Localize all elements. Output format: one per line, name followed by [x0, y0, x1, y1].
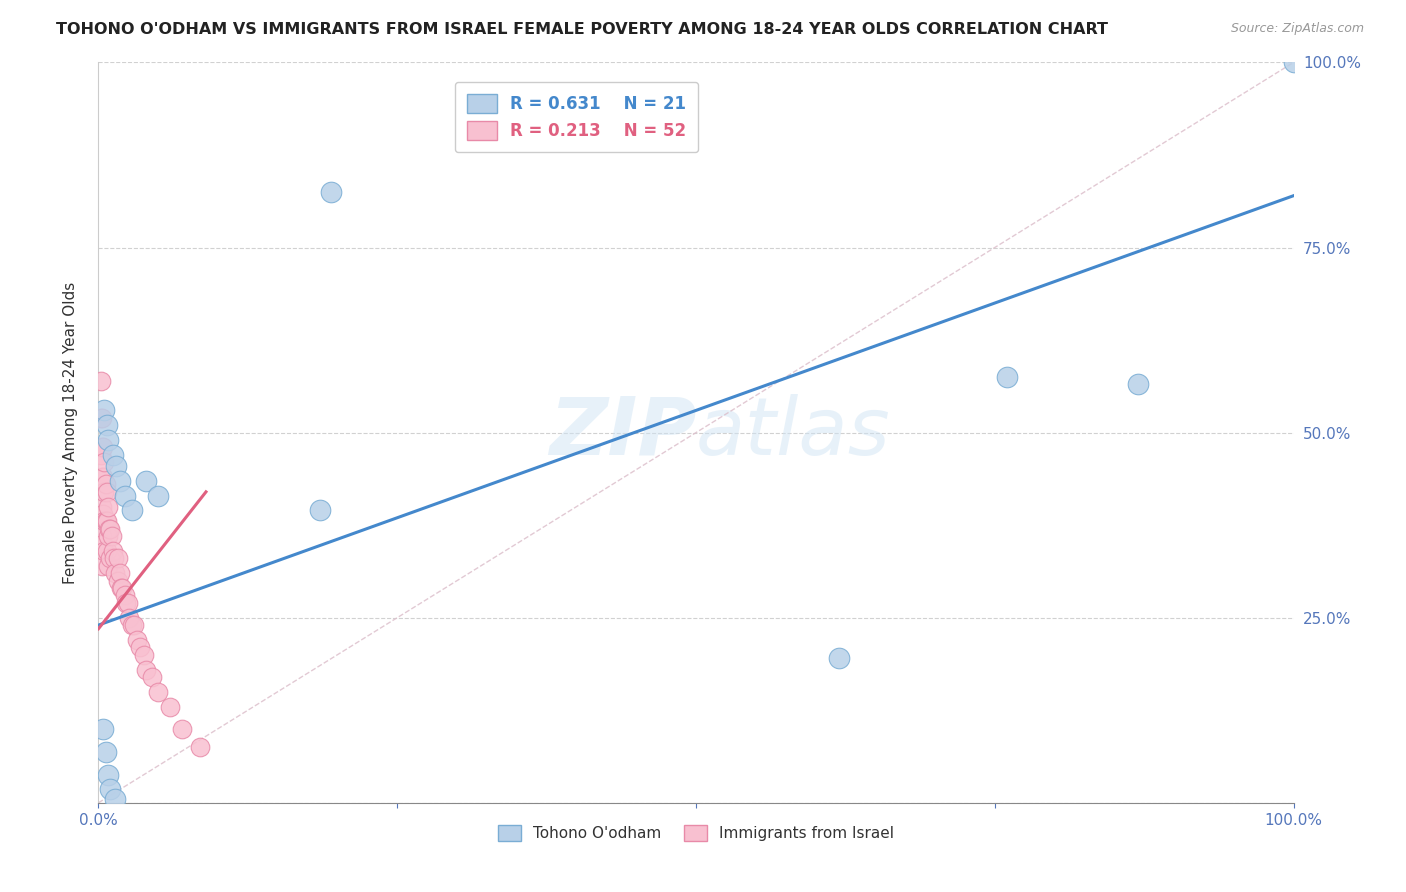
Point	[91, 536, 114, 550]
Text: atlas: atlas	[696, 393, 891, 472]
Point	[188, 740, 211, 755]
Point	[172, 722, 194, 736]
Point	[828, 651, 851, 665]
Text: Source: ZipAtlas.com: Source: ZipAtlas.com	[1230, 22, 1364, 36]
Point	[105, 458, 128, 473]
Point	[96, 515, 118, 529]
Point	[118, 610, 141, 624]
Text: TOHONO O'ODHAM VS IMMIGRANTS FROM ISRAEL FEMALE POVERTY AMONG 18-24 YEAR OLDS CO: TOHONO O'ODHAM VS IMMIGRANTS FROM ISRAEL…	[56, 22, 1108, 37]
Point	[132, 648, 155, 662]
Point	[91, 410, 114, 425]
Point	[94, 515, 117, 529]
Point	[321, 185, 343, 199]
Point	[93, 484, 115, 499]
Point	[129, 640, 152, 655]
Point	[121, 503, 143, 517]
Point	[124, 618, 146, 632]
Point	[104, 566, 127, 581]
Point	[107, 551, 129, 566]
Point	[107, 574, 129, 588]
Point	[93, 515, 115, 529]
Point	[94, 477, 117, 491]
Point	[91, 470, 114, 484]
Point	[104, 792, 127, 806]
Point	[97, 767, 120, 781]
Point	[108, 566, 131, 581]
Point	[96, 544, 118, 558]
Point	[125, 632, 148, 647]
Point	[93, 455, 115, 469]
Point	[114, 489, 136, 503]
Point	[115, 596, 138, 610]
Point	[90, 448, 112, 462]
Point	[101, 544, 124, 558]
Point	[101, 448, 124, 462]
Point	[97, 433, 120, 447]
Point	[98, 522, 121, 536]
Point	[91, 500, 114, 514]
Point	[135, 474, 157, 488]
Point	[96, 418, 118, 433]
Point	[90, 374, 112, 388]
Point	[97, 558, 120, 573]
Point	[91, 558, 114, 573]
Point	[135, 663, 157, 677]
Point	[141, 670, 163, 684]
Point	[91, 441, 114, 455]
Point	[1128, 377, 1150, 392]
Legend: Tohono O'odham, Immigrants from Israel: Tohono O'odham, Immigrants from Israel	[492, 819, 900, 847]
Point	[98, 551, 122, 566]
Point	[97, 529, 120, 543]
Point	[91, 441, 114, 455]
Point	[91, 722, 114, 736]
Point	[117, 596, 139, 610]
Point	[110, 581, 132, 595]
Point	[100, 529, 122, 543]
Point	[93, 544, 115, 558]
Point	[114, 589, 136, 603]
Point	[148, 685, 170, 699]
Point	[1282, 55, 1305, 70]
Point	[97, 500, 120, 514]
Point	[159, 699, 181, 714]
Point	[111, 581, 134, 595]
Point	[98, 522, 122, 536]
Point	[91, 470, 114, 484]
Point	[96, 484, 118, 499]
Point	[308, 503, 330, 517]
Point	[103, 551, 125, 566]
Point	[995, 370, 1018, 384]
Point	[148, 489, 170, 503]
Point	[93, 403, 115, 417]
Point	[90, 410, 112, 425]
Point	[94, 746, 117, 760]
Point	[91, 507, 114, 521]
Text: ZIP: ZIP	[548, 393, 696, 472]
Point	[91, 529, 114, 543]
Point	[108, 474, 131, 488]
Point	[98, 782, 122, 797]
Point	[121, 618, 143, 632]
Y-axis label: Female Poverty Among 18-24 Year Olds: Female Poverty Among 18-24 Year Olds	[63, 282, 77, 583]
